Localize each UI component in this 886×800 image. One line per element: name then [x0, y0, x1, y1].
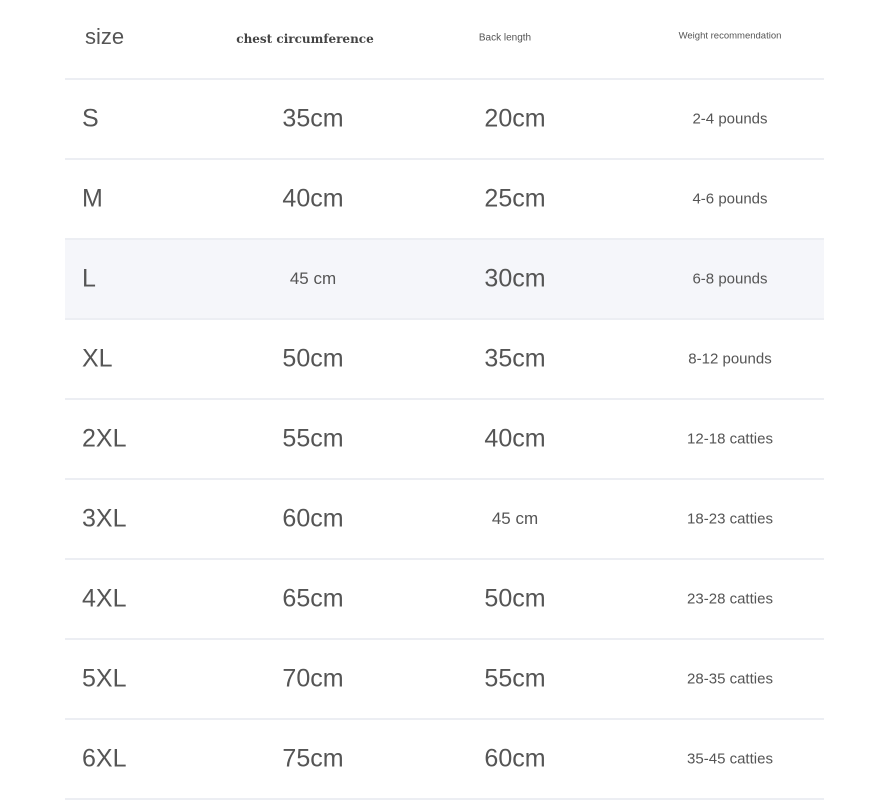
- back-length-cell: 30cm: [484, 264, 546, 293]
- table-row: 6XL 75cm 60cm 35-45 catties: [65, 720, 824, 800]
- header-back-length: Back length: [478, 32, 532, 44]
- size-cell: 3XL: [82, 504, 127, 533]
- table-row: 3XL 60cm 45 cm 18-23 catties: [65, 480, 824, 560]
- back-length-cell: 50cm: [484, 584, 546, 613]
- size-cell: S: [82, 104, 99, 133]
- size-cell: XL: [82, 344, 113, 373]
- size-cell: 2XL: [82, 424, 127, 453]
- header-chest: chest circumference: [236, 32, 374, 46]
- weight-cell: 18-23 catties: [687, 510, 773, 528]
- table-header: size chest circumference Back length Wei…: [65, 0, 824, 80]
- chest-cell: 55cm: [282, 424, 344, 453]
- weight-cell: 12-18 catties: [687, 430, 773, 448]
- chest-cell: 60cm: [282, 504, 344, 533]
- header-size: size: [85, 24, 125, 49]
- weight-cell: 2-4 pounds: [692, 110, 768, 128]
- back-length-cell: 45 cm: [491, 509, 539, 528]
- back-length-cell: 40cm: [484, 424, 546, 453]
- table-body: S 35cm 20cm 2-4 pounds M 40cm 25cm 4-6 pounds L 4…: [65, 80, 824, 800]
- chest-cell: 50cm: [282, 344, 344, 373]
- table-row: 5XL 70cm 55cm 28-35 catties: [65, 640, 824, 720]
- back-length-cell: 60cm: [484, 744, 546, 773]
- weight-cell: 4-6 pounds: [692, 190, 768, 208]
- table-row: 4XL 65cm 50cm 23-28 catties: [65, 560, 824, 640]
- chest-cell: 70cm: [282, 664, 344, 693]
- weight-cell: 35-45 catties: [687, 750, 773, 768]
- size-cell: 6XL: [82, 744, 127, 773]
- chest-cell: 75cm: [282, 744, 344, 773]
- weight-cell: 6-8 pounds: [692, 270, 768, 288]
- chest-cell: 35cm: [282, 104, 344, 133]
- size-cell: M: [82, 184, 103, 213]
- size-cell: 5XL: [82, 664, 127, 693]
- weight-cell: 8-12 pounds: [688, 350, 772, 368]
- table-row: S 35cm 20cm 2-4 pounds: [65, 80, 824, 160]
- table-row: M 40cm 25cm 4-6 pounds: [65, 160, 824, 240]
- table-row: L 45 cm 30cm 6-8 pounds: [65, 240, 824, 320]
- back-length-cell: 20cm: [484, 104, 546, 133]
- chest-cell: 40cm: [282, 184, 344, 213]
- weight-cell: 23-28 catties: [687, 590, 773, 608]
- size-cell: 4XL: [82, 584, 127, 613]
- size-chart-table: size chest circumference Back length Wei…: [65, 0, 824, 800]
- chest-cell: 45 cm: [289, 269, 337, 288]
- table-row: XL 50cm 35cm 8-12 pounds: [65, 320, 824, 400]
- back-length-cell: 35cm: [484, 344, 546, 373]
- size-cell: L: [82, 264, 96, 293]
- weight-cell: 28-35 catties: [687, 670, 773, 688]
- back-length-cell: 25cm: [484, 184, 546, 213]
- table-row: 2XL 55cm 40cm 12-18 catties: [65, 400, 824, 480]
- chest-cell: 65cm: [282, 584, 344, 613]
- header-weight: Weight recommendation: [678, 30, 782, 42]
- back-length-cell: 55cm: [484, 664, 546, 693]
